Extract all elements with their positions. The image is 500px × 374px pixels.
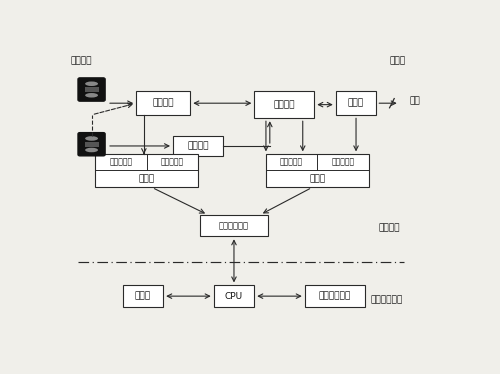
Ellipse shape (85, 148, 98, 152)
Ellipse shape (85, 93, 98, 98)
Text: 中继线: 中继线 (390, 56, 406, 65)
Text: 公网: 公网 (410, 96, 420, 105)
FancyBboxPatch shape (78, 78, 105, 101)
Text: 用户话机: 用户话机 (70, 56, 92, 65)
Bar (84, 87, 98, 92)
Bar (304, 285, 365, 307)
Text: 用户电路: 用户电路 (188, 141, 209, 150)
Text: 中继驱动器: 中继驱动器 (332, 158, 354, 167)
Text: CPU: CPU (225, 292, 243, 301)
Text: 网络驱动器: 网络驱动器 (280, 158, 303, 167)
Text: 中继器: 中继器 (348, 99, 364, 108)
Ellipse shape (85, 136, 98, 141)
Bar (254, 91, 314, 118)
Ellipse shape (85, 82, 98, 86)
Text: 交换网络: 交换网络 (274, 100, 295, 109)
Text: 用户扫描器: 用户扫描器 (110, 158, 132, 167)
Bar (96, 154, 198, 187)
Text: 话路系统: 话路系统 (378, 223, 400, 232)
Bar (122, 285, 163, 307)
Text: 话路设备接口: 话路设备接口 (219, 221, 249, 230)
Bar (266, 154, 368, 187)
Bar (214, 285, 254, 307)
Text: 扫描器: 扫描器 (138, 174, 155, 183)
Bar (173, 136, 224, 156)
Bar (84, 141, 98, 147)
Text: 用户电路: 用户电路 (152, 99, 174, 108)
Bar (336, 91, 376, 116)
Bar (200, 215, 268, 236)
Text: 输入输出系统: 输入输出系统 (318, 292, 351, 301)
Text: 驱动器: 驱动器 (309, 174, 326, 183)
Text: 中央控制系统: 中央控制系统 (370, 295, 403, 304)
Bar (136, 91, 190, 116)
Text: 中继扫描器: 中继扫描器 (161, 158, 184, 167)
Text: 存储器: 存储器 (135, 292, 151, 301)
FancyBboxPatch shape (78, 132, 105, 156)
